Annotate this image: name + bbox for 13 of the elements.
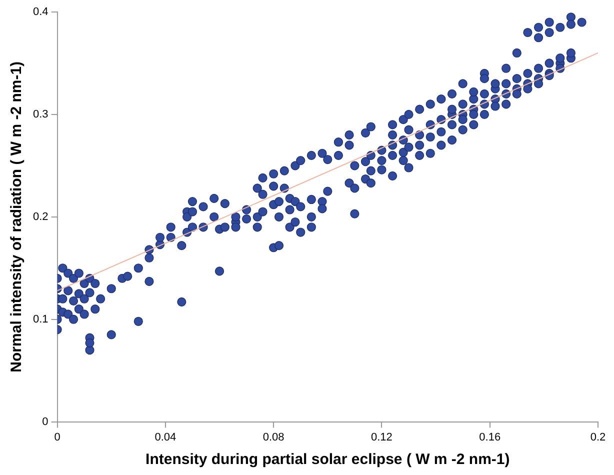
x-tick-label: 0.12 — [371, 431, 392, 444]
x-tick-label: 0 — [54, 431, 60, 444]
x-tick-label: 0.2 — [590, 431, 606, 444]
x-tick-label: 0.16 — [479, 431, 501, 444]
x-tick-label: 0.04 — [154, 431, 176, 444]
x-tick-label: 0.08 — [262, 431, 284, 444]
y-tick-label: 0.2 — [32, 210, 48, 223]
x-axis-title: Intensity during partial solar eclipse ( W m -2 nm-1) — [146, 451, 510, 468]
y-axis-title: Normal intensity of radiation ( W m -2 nm-1) — [8, 61, 26, 372]
y-tick-label: 0.3 — [32, 108, 48, 120]
y-tick-label: 0.1 — [32, 313, 48, 326]
y-tick-label: 0 — [42, 416, 48, 428]
y-tick-label: 0.4 — [32, 6, 48, 18]
